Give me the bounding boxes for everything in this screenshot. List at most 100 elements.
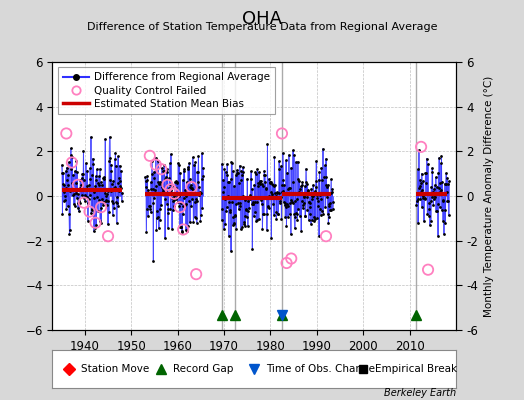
Point [309,218,318,224]
Point [255,195,264,201]
Text: Berkeley Earth: Berkeley Earth [384,388,456,398]
Point [176,223,184,230]
Point [438,207,446,214]
Point [251,169,259,175]
Point [189,219,198,225]
Point [305,199,313,205]
Point [170,190,179,197]
Point [241,223,249,229]
Point [221,196,229,202]
Point [416,177,424,184]
Point [180,168,188,174]
Point [107,188,115,194]
Point [70,203,79,209]
Point [263,211,271,217]
Point [272,216,280,222]
Point [264,204,272,210]
Text: Station Move: Station Move [81,364,149,374]
Point [322,233,330,239]
Point [111,156,119,162]
Point [416,195,424,202]
Point [236,200,245,206]
Point [73,169,81,175]
Point [68,186,77,193]
Legend: Difference from Regional Average, Quality Control Failed, Estimated Station Mean: Difference from Regional Average, Qualit… [58,67,275,114]
Point [439,197,447,204]
Point [65,211,73,218]
Point [90,188,99,195]
Point [59,181,67,187]
Point [67,166,75,172]
Point [149,200,157,206]
Point [196,212,205,218]
Point [91,173,100,180]
Point [303,188,312,194]
Point [441,180,449,187]
Point [194,184,203,190]
Point [235,162,244,169]
Point [240,221,248,227]
Point [283,203,292,210]
Point [62,168,70,174]
Point [222,207,231,214]
Point [67,152,75,158]
Point [276,198,285,204]
Point [154,179,162,185]
Point [58,170,66,177]
Point [286,211,294,218]
Point [293,210,301,217]
Point [184,198,193,205]
Point [294,175,302,182]
Point [82,194,90,200]
Point [304,186,312,193]
Point [102,193,110,200]
Point [256,178,265,185]
Point [172,185,180,191]
Point [437,187,445,194]
Point [64,181,72,188]
Point [435,204,444,210]
Point [281,204,290,210]
Point [282,223,291,229]
Point [242,206,250,212]
Point [101,136,110,142]
Point [91,220,100,226]
Point [66,188,74,194]
Point [92,177,100,184]
Point [301,212,309,219]
Point [154,158,162,164]
Point [160,168,168,174]
Point [287,197,296,203]
Point [255,169,263,175]
Point [445,178,453,185]
Point [93,166,101,172]
Point [309,182,318,188]
Point [241,213,249,220]
Point [423,211,432,217]
Point [316,206,324,212]
Point [412,202,421,208]
Point [195,190,204,196]
Point [266,179,274,185]
Point [163,224,172,231]
Point [440,190,449,196]
Point [97,220,105,226]
Point [291,198,299,204]
Point [303,206,311,213]
Point [419,193,427,200]
Point [249,201,257,207]
Point [419,194,428,201]
Point [192,219,201,226]
Point [186,184,194,190]
Point [168,183,176,190]
Point [96,218,104,224]
Point [440,231,448,237]
Point [107,181,116,188]
Point [64,159,73,166]
Point [155,224,163,231]
Point [252,170,260,177]
Point [322,182,331,188]
Point [192,271,200,277]
Point [175,162,183,168]
Point [236,226,245,232]
